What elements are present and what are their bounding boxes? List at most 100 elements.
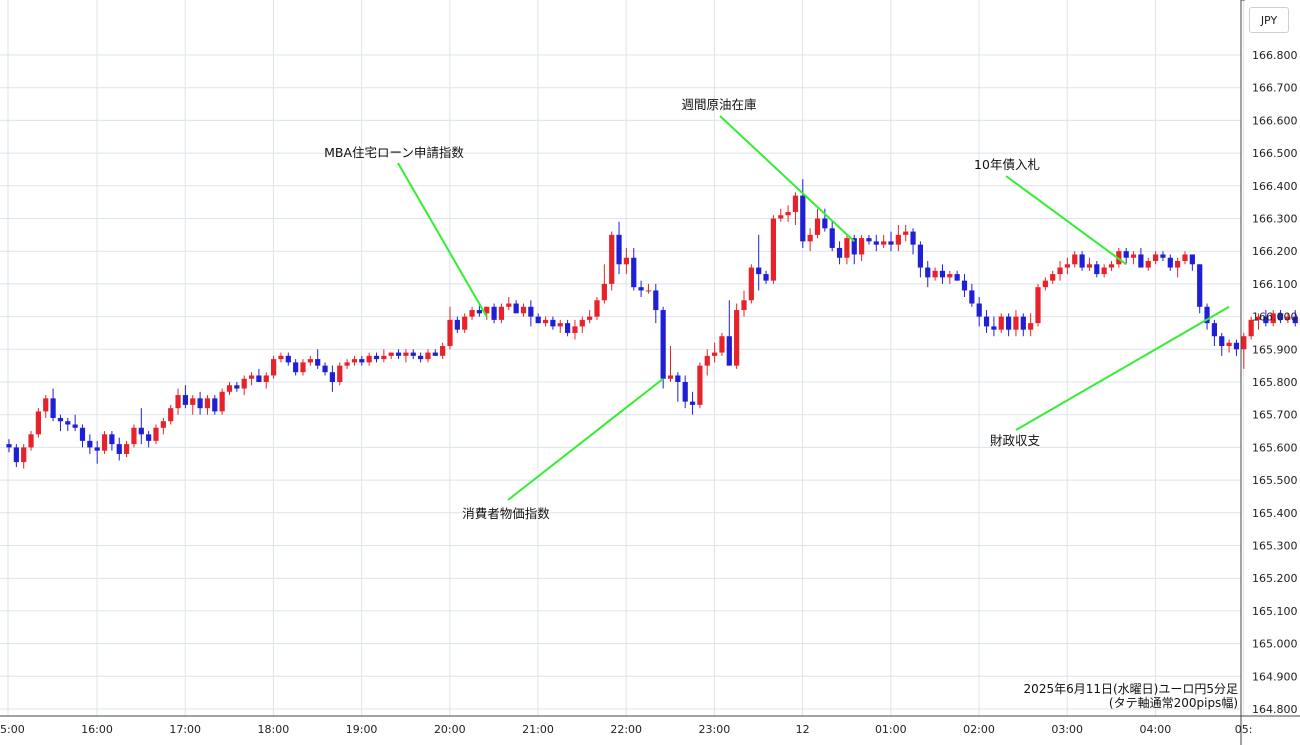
candle	[50, 388, 56, 422]
candle	[190, 395, 196, 415]
candle	[256, 368, 262, 382]
x-tick-label: 23:00	[699, 723, 731, 736]
candle-body	[932, 270, 938, 278]
candle-body	[131, 427, 137, 445]
currency-label: JPY	[1260, 14, 1278, 27]
candle-body	[1167, 257, 1173, 268]
x-tick-label: 22:00	[610, 723, 642, 736]
candle-body	[756, 267, 762, 275]
candle-body	[601, 283, 607, 301]
candle-body	[1057, 267, 1063, 275]
candle	[528, 300, 534, 327]
candle	[285, 352, 291, 366]
candle	[197, 391, 203, 415]
candle	[1035, 283, 1041, 327]
candle	[410, 349, 416, 360]
candle-body	[138, 427, 144, 435]
candle-body	[1255, 316, 1262, 320]
candle	[1064, 257, 1070, 275]
candle-body	[1248, 319, 1254, 337]
candle-body	[1130, 254, 1137, 258]
y-tick-label: 166.400	[1252, 180, 1298, 193]
candle-body	[1285, 316, 1291, 320]
y-tick-label: 164.800	[1252, 703, 1298, 716]
candle-body	[535, 316, 541, 324]
candle	[182, 385, 188, 409]
candle	[469, 306, 475, 320]
candle	[491, 303, 497, 324]
candle-body	[87, 440, 93, 448]
candle	[160, 417, 166, 435]
y-tick-label: 165.000	[1252, 638, 1298, 651]
candle	[28, 431, 34, 451]
candle	[116, 437, 122, 461]
candle-body	[859, 238, 865, 255]
candle-body	[969, 290, 975, 304]
candle-body	[1263, 316, 1269, 324]
candle-body	[285, 355, 291, 363]
candle-body	[895, 234, 901, 245]
candle	[557, 319, 563, 333]
candle	[1123, 247, 1129, 265]
candle-body	[719, 336, 725, 353]
candle	[1057, 261, 1063, 281]
candle	[506, 296, 512, 311]
candle	[814, 208, 821, 239]
candle-body	[653, 290, 659, 311]
y-tick-label: 165.300	[1252, 540, 1298, 553]
candle	[395, 349, 402, 360]
candle-body	[734, 310, 740, 366]
y-tick-label: 166.200	[1252, 245, 1298, 258]
currency-selector[interactable]: JPY	[1249, 7, 1289, 33]
candle	[910, 228, 916, 255]
x-tick-label: 03:00	[1051, 723, 1083, 736]
candle	[932, 267, 938, 281]
candle-body	[814, 218, 821, 235]
candle	[609, 231, 615, 291]
candle	[315, 349, 321, 369]
candle	[734, 303, 740, 369]
candle	[778, 208, 784, 222]
candle	[785, 205, 791, 222]
x-tick-label: 04:00	[1140, 723, 1172, 736]
candle-body	[1079, 254, 1085, 268]
candle-body	[623, 257, 629, 265]
candle-body	[307, 359, 313, 363]
candle	[807, 228, 813, 252]
candle	[542, 316, 549, 327]
candle-body	[329, 372, 335, 382]
candle-body	[1138, 254, 1144, 268]
candle-body	[741, 300, 747, 311]
candle-body	[689, 401, 696, 405]
candle	[851, 234, 857, 265]
candle	[344, 359, 350, 369]
footnote-line1: 2025年6月11日(水曜日)ユーロ円5分足	[1024, 682, 1238, 696]
candle	[43, 395, 49, 418]
candle-body	[712, 352, 718, 356]
candle	[631, 247, 637, 291]
candle-body	[829, 228, 835, 248]
candle	[873, 234, 879, 252]
candle-body	[403, 352, 409, 356]
candle	[212, 395, 218, 415]
candle-body	[748, 267, 754, 301]
candle	[726, 300, 732, 366]
candle-body	[1020, 316, 1026, 330]
candle-body	[432, 352, 438, 356]
candle	[1130, 251, 1137, 265]
candle	[1020, 313, 1026, 337]
candle-body	[256, 375, 262, 382]
candle-body	[1182, 254, 1188, 262]
candle-body	[785, 211, 791, 216]
candle	[21, 444, 27, 469]
candle-body	[72, 424, 78, 428]
candle-body	[807, 234, 813, 242]
candle	[462, 313, 468, 333]
candle	[645, 283, 652, 294]
candle-body	[35, 411, 41, 435]
candle	[79, 424, 86, 448]
y-tick-label: 164.900	[1252, 670, 1298, 683]
y-tick-label: 166.500	[1252, 147, 1298, 160]
annotation-line	[507, 377, 664, 501]
annotation-line	[1015, 305, 1230, 431]
